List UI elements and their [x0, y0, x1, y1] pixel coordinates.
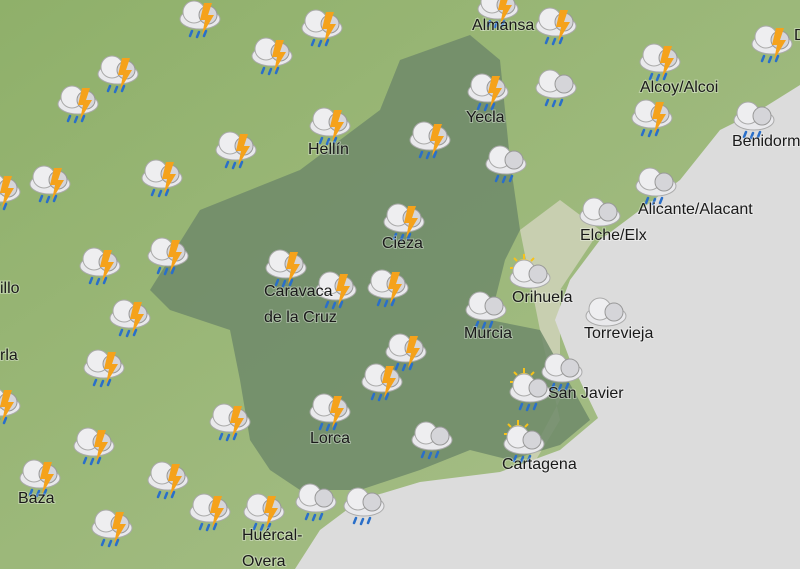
place-label: Huércal-	[242, 527, 302, 544]
place-label: Cartagena	[502, 456, 577, 473]
place-label: Benidorm	[732, 133, 800, 150]
place-label: illo	[0, 280, 20, 297]
place-label: Hellín	[308, 141, 349, 158]
place-label: Murcia	[464, 325, 512, 342]
place-labels: Almansa Alcoy/Alcoi Yecla Hellín Benidorm Ali…	[0, 16, 800, 569]
place-label: Alicante/Alacant	[638, 201, 753, 218]
place-label: rla	[0, 347, 18, 364]
place-label: Orihuela	[512, 289, 573, 306]
place-label: Alcoy/Alcoi	[640, 79, 718, 96]
place-label: Caravaca	[264, 283, 333, 300]
place-label: Baza	[18, 490, 55, 507]
place-label: Torrevieja	[584, 325, 653, 342]
place-label: Overa	[242, 553, 286, 569]
place-label: Elche/Elx	[580, 227, 647, 244]
place-label: Almansa	[472, 17, 534, 34]
place-label: de la Cruz	[264, 309, 337, 326]
murcia-region	[150, 35, 590, 490]
place-label: Cieza	[382, 235, 423, 252]
place-label: San Javier	[548, 385, 624, 402]
place-label: Lorca	[310, 430, 350, 447]
sea	[295, 85, 800, 569]
place-label: Yecla	[466, 109, 505, 126]
place-label: D	[794, 27, 800, 44]
